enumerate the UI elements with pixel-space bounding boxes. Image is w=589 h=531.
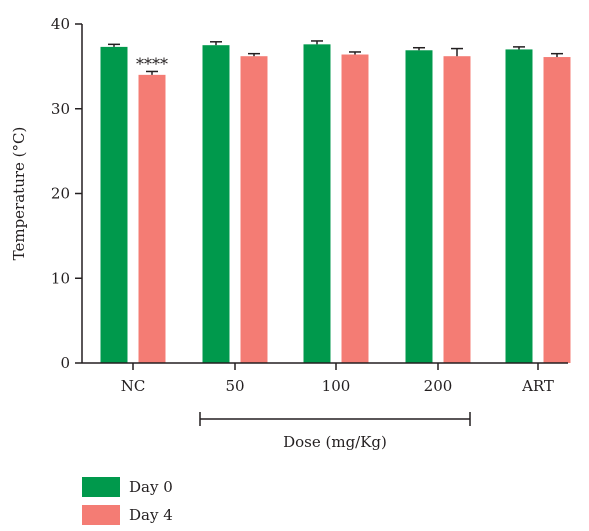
dose-bracket: Dose (mg/Kg) xyxy=(199,412,471,451)
y-tick-label-0: 0 xyxy=(60,354,70,372)
bar-nc-series1 xyxy=(138,74,166,363)
legend-item-day4: Day 4 xyxy=(82,503,173,527)
bar-100-series0 xyxy=(303,44,331,364)
legend-label-day0: Day 0 xyxy=(129,478,173,496)
bar-200-series0 xyxy=(405,50,433,364)
y-tick-label-10: 10 xyxy=(51,269,70,287)
bar-100-series1 xyxy=(341,54,369,363)
bars-group xyxy=(100,44,571,364)
legend-swatch-day0 xyxy=(82,477,120,497)
y-tick-label-30: 30 xyxy=(51,100,70,118)
significance-annotation-0: **** xyxy=(136,54,168,73)
x-tick-label-200: 200 xyxy=(424,377,453,395)
bar-200-series1 xyxy=(443,56,471,364)
bar-50-series0 xyxy=(202,45,230,363)
bar-nc-series0 xyxy=(100,46,128,363)
x-tick-label-100: 100 xyxy=(322,377,351,395)
legend-item-day0: Day 0 xyxy=(82,475,173,499)
legend-swatch-day4 xyxy=(82,505,120,525)
x-tick-label-art: ART xyxy=(521,377,554,395)
y-tick-label-20: 20 xyxy=(51,185,70,203)
legend: Day 0 Day 4 xyxy=(82,475,173,531)
bar-50-series1 xyxy=(240,56,268,364)
bar-chart: 0 10 20 30 40 NC 50 100 200 ART Temperature (°C)… xyxy=(10,15,571,451)
bar-art-series1 xyxy=(543,57,571,364)
x-tick-label-nc: NC xyxy=(121,377,146,395)
bracket-label: Dose (mg/Kg) xyxy=(283,433,387,451)
y-ticks-group: 0 10 20 30 40 xyxy=(51,15,82,372)
y-tick-label-40: 40 xyxy=(51,15,70,33)
y-axis-title: Temperature (°C) xyxy=(10,127,28,261)
bar-art-series0 xyxy=(505,49,533,364)
legend-label-day4: Day 4 xyxy=(129,506,173,524)
x-ticks-group: NC 50 100 200 ART xyxy=(121,363,554,395)
error-bars-group xyxy=(108,40,563,75)
x-tick-label-50: 50 xyxy=(225,377,244,395)
annotations-group: **** xyxy=(136,54,168,73)
